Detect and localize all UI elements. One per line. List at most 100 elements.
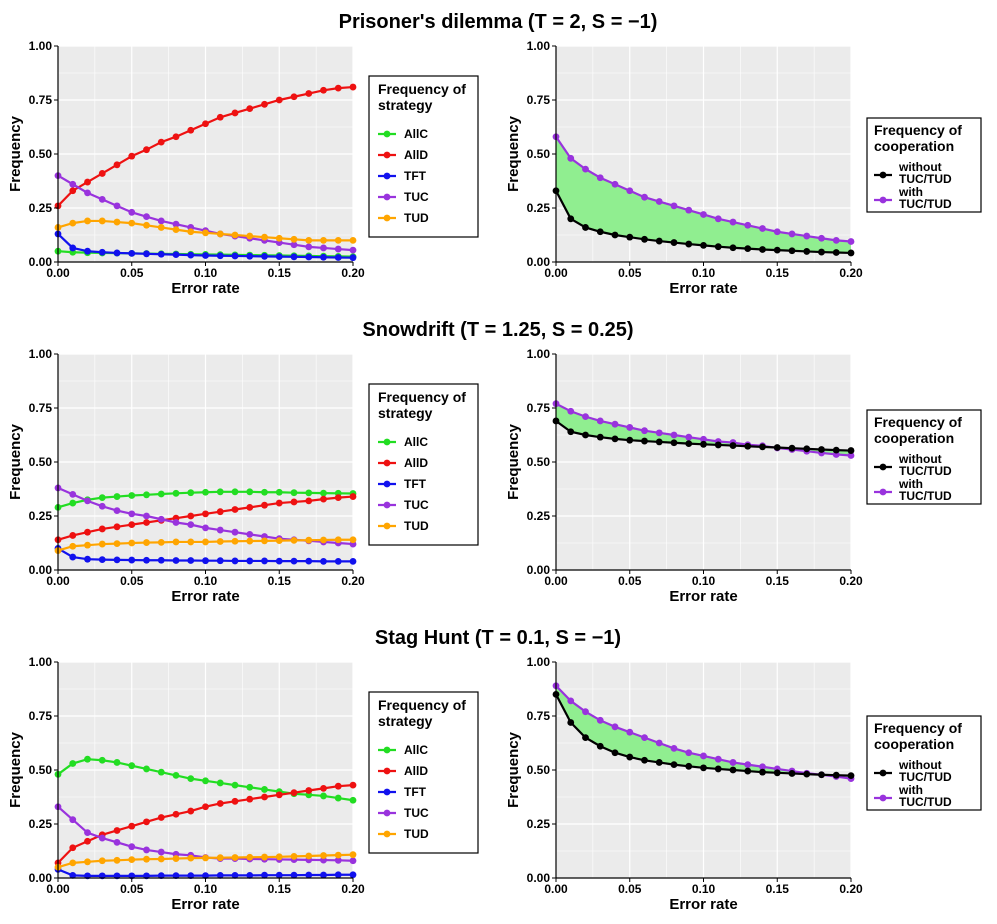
data-point	[729, 218, 737, 226]
data-point	[84, 555, 91, 563]
data-point	[685, 240, 693, 248]
data-point	[567, 428, 575, 436]
legend-swatch-point	[383, 151, 391, 159]
data-point	[202, 510, 209, 518]
legend-swatch-point	[383, 172, 391, 180]
data-point	[349, 851, 357, 859]
legend-label: AllD	[404, 148, 428, 162]
data-point	[246, 503, 254, 511]
data-point	[596, 433, 604, 441]
data-point	[596, 742, 604, 750]
data-point	[216, 800, 224, 807]
data-point	[84, 755, 91, 763]
data-point	[275, 537, 283, 545]
data-point	[261, 557, 268, 565]
data-point	[275, 234, 283, 242]
data-point	[172, 872, 180, 880]
data-point	[98, 857, 106, 865]
legend-cooperation: Frequency ofcooperationwithoutTUC/TUDwit…	[866, 117, 982, 213]
data-point	[275, 871, 283, 879]
data-point	[685, 749, 693, 757]
data-point	[113, 523, 121, 531]
legend-label: TUC/TUD	[899, 489, 952, 503]
legend-label: with	[898, 185, 923, 199]
data-point	[305, 852, 313, 860]
series-without-tuc-tud	[552, 417, 855, 454]
data-point	[832, 237, 840, 244]
data-point	[143, 846, 150, 854]
data-point	[246, 853, 254, 861]
data-point	[847, 447, 855, 454]
data-point	[803, 445, 811, 453]
legend-swatch-point	[383, 767, 391, 775]
data-point	[231, 557, 239, 565]
data-point	[744, 442, 752, 450]
data-point	[69, 542, 77, 550]
data-point	[128, 492, 136, 499]
data-point	[202, 854, 209, 862]
data-point	[290, 241, 298, 249]
y-tick-label: 0.50	[29, 455, 53, 469]
between-area	[556, 136, 851, 253]
legend-label: TFT	[404, 785, 427, 799]
data-point	[847, 238, 855, 245]
data-point	[143, 213, 150, 221]
legend-title: strategy	[378, 713, 433, 729]
data-point	[261, 793, 268, 801]
data-point	[231, 854, 239, 861]
data-point	[172, 251, 180, 259]
data-point	[320, 536, 327, 544]
data-point	[143, 250, 150, 258]
data-point	[231, 109, 239, 117]
data-point	[84, 497, 91, 505]
data-point	[626, 436, 634, 444]
row-title: Stag Hunt (T = 0.1, S = −1)	[375, 627, 621, 649]
data-point	[143, 556, 150, 564]
x-tick-label: 0.00	[544, 882, 568, 896]
x-tick-label: 0.15	[268, 266, 292, 280]
data-point	[113, 507, 121, 514]
data-point	[832, 446, 840, 454]
data-point	[216, 538, 224, 545]
x-tick-label: 0.00	[46, 266, 70, 280]
y-tick-label: 0.50	[527, 763, 551, 777]
legend-label: AllC	[404, 743, 428, 757]
data-point	[655, 759, 663, 766]
data-point	[744, 245, 752, 253]
data-point	[172, 226, 180, 234]
y-axis-title: Frequency	[7, 423, 24, 500]
legend-label: AllC	[404, 435, 428, 449]
data-point	[231, 528, 239, 536]
data-point	[305, 253, 313, 261]
data-point	[113, 827, 121, 834]
data-point	[334, 557, 342, 565]
data-point	[246, 105, 254, 113]
legend-swatch-point	[879, 463, 887, 471]
x-tick-label: 0.20	[341, 574, 365, 588]
data-point	[157, 872, 165, 880]
data-point	[305, 90, 313, 97]
data-point	[626, 728, 634, 736]
data-point	[143, 765, 150, 773]
strategy-panel: 0.00 0.25 0.50 0.75 1.00 0.00 0.05 0.10 0.15 0.20…	[7, 39, 365, 297]
legend-cooperation: Frequency ofcooperationwithoutTUC/TUDwit…	[866, 409, 982, 505]
data-point	[582, 708, 589, 716]
x-axis-title: Error rate	[171, 896, 239, 913]
y-axis-title: Frequency	[505, 731, 522, 808]
data-point	[655, 429, 663, 437]
data-point	[216, 557, 224, 565]
data-point	[334, 782, 342, 790]
data-point	[611, 420, 619, 428]
legend-label: TUC	[404, 806, 429, 820]
x-axis-title: Error rate	[669, 896, 737, 913]
row-title: Prisoner's dilemma (T = 2, S = −1)	[339, 11, 658, 33]
data-point	[128, 556, 136, 564]
data-point	[847, 249, 855, 257]
data-point	[84, 217, 91, 225]
data-point	[128, 208, 136, 216]
legend-label: TUD	[404, 827, 429, 841]
data-point	[788, 230, 796, 238]
legend-label: TFT	[404, 477, 427, 491]
data-point	[69, 244, 77, 252]
legend-swatch-point	[383, 522, 391, 530]
